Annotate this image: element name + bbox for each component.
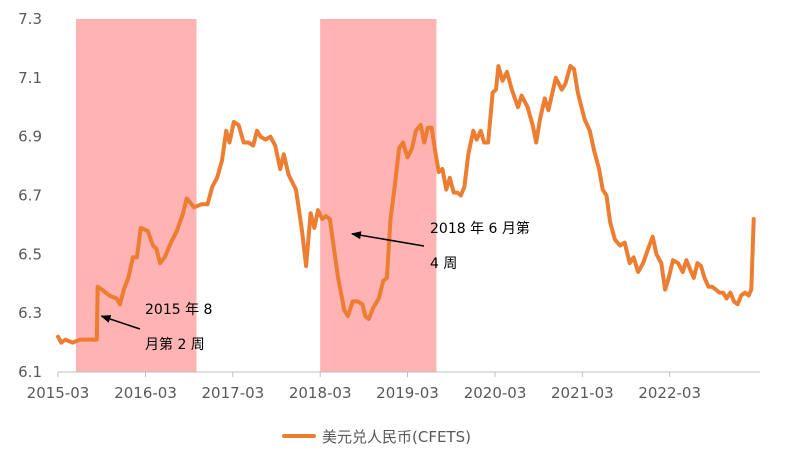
x-tick-label: 2019-03 bbox=[376, 384, 439, 402]
y-tick-label: 7.3 bbox=[18, 10, 42, 28]
annotation-text-1: 2015 年 8 bbox=[145, 302, 212, 318]
x-axis: 2015-03 2016-03 2017-03 2018-03 2019-03 2020-… bbox=[27, 372, 701, 402]
legend: 美元兑人民币(CFETS) bbox=[282, 424, 471, 448]
series bbox=[56, 64, 756, 345]
series-line-1 bbox=[56, 64, 756, 345]
x-tick-label: 2022-03 bbox=[638, 384, 701, 402]
x-tick-label: 2015-03 bbox=[27, 384, 90, 402]
annotations: 2015 年 8 月第 2 周 2018 年 6 月第 4 周 bbox=[100, 220, 530, 353]
shaded-period-1 bbox=[75, 19, 197, 372]
x-tick-label: 2021-03 bbox=[551, 384, 614, 402]
x-tick-label: 2016-03 bbox=[114, 384, 177, 402]
y-tick-label: 7.1 bbox=[18, 69, 42, 87]
x-tick-label: 2017-03 bbox=[202, 384, 265, 402]
x-tick-label: 2018-03 bbox=[289, 384, 352, 402]
y-tick-label: 6.5 bbox=[18, 245, 42, 263]
annotation-text-1: 月第 2 周 bbox=[145, 336, 205, 353]
annotation-arrow-2 bbox=[350, 231, 425, 247]
y-tick-label: 6.7 bbox=[18, 187, 42, 205]
y-tick-label: 6.1 bbox=[18, 363, 42, 381]
legend-label: 美元兑人民币(CFETS) bbox=[322, 427, 471, 446]
x-tick-label: 2020-03 bbox=[464, 384, 527, 402]
y-axis: 6.1 6.3 6.5 6.7 6.9 7.1 7.3 bbox=[18, 10, 42, 381]
legend-swatch bbox=[282, 434, 316, 438]
y-tick-label: 6.9 bbox=[18, 128, 42, 146]
annotation-text-2: 2018 年 6 月第 bbox=[430, 220, 530, 237]
annotation-text-2: 4 周 bbox=[430, 256, 457, 272]
y-tick-label: 6.3 bbox=[18, 304, 42, 322]
shaded-period-2 bbox=[320, 19, 437, 372]
annotation-arrow-1 bbox=[100, 315, 141, 330]
shaded-periods bbox=[75, 19, 437, 372]
